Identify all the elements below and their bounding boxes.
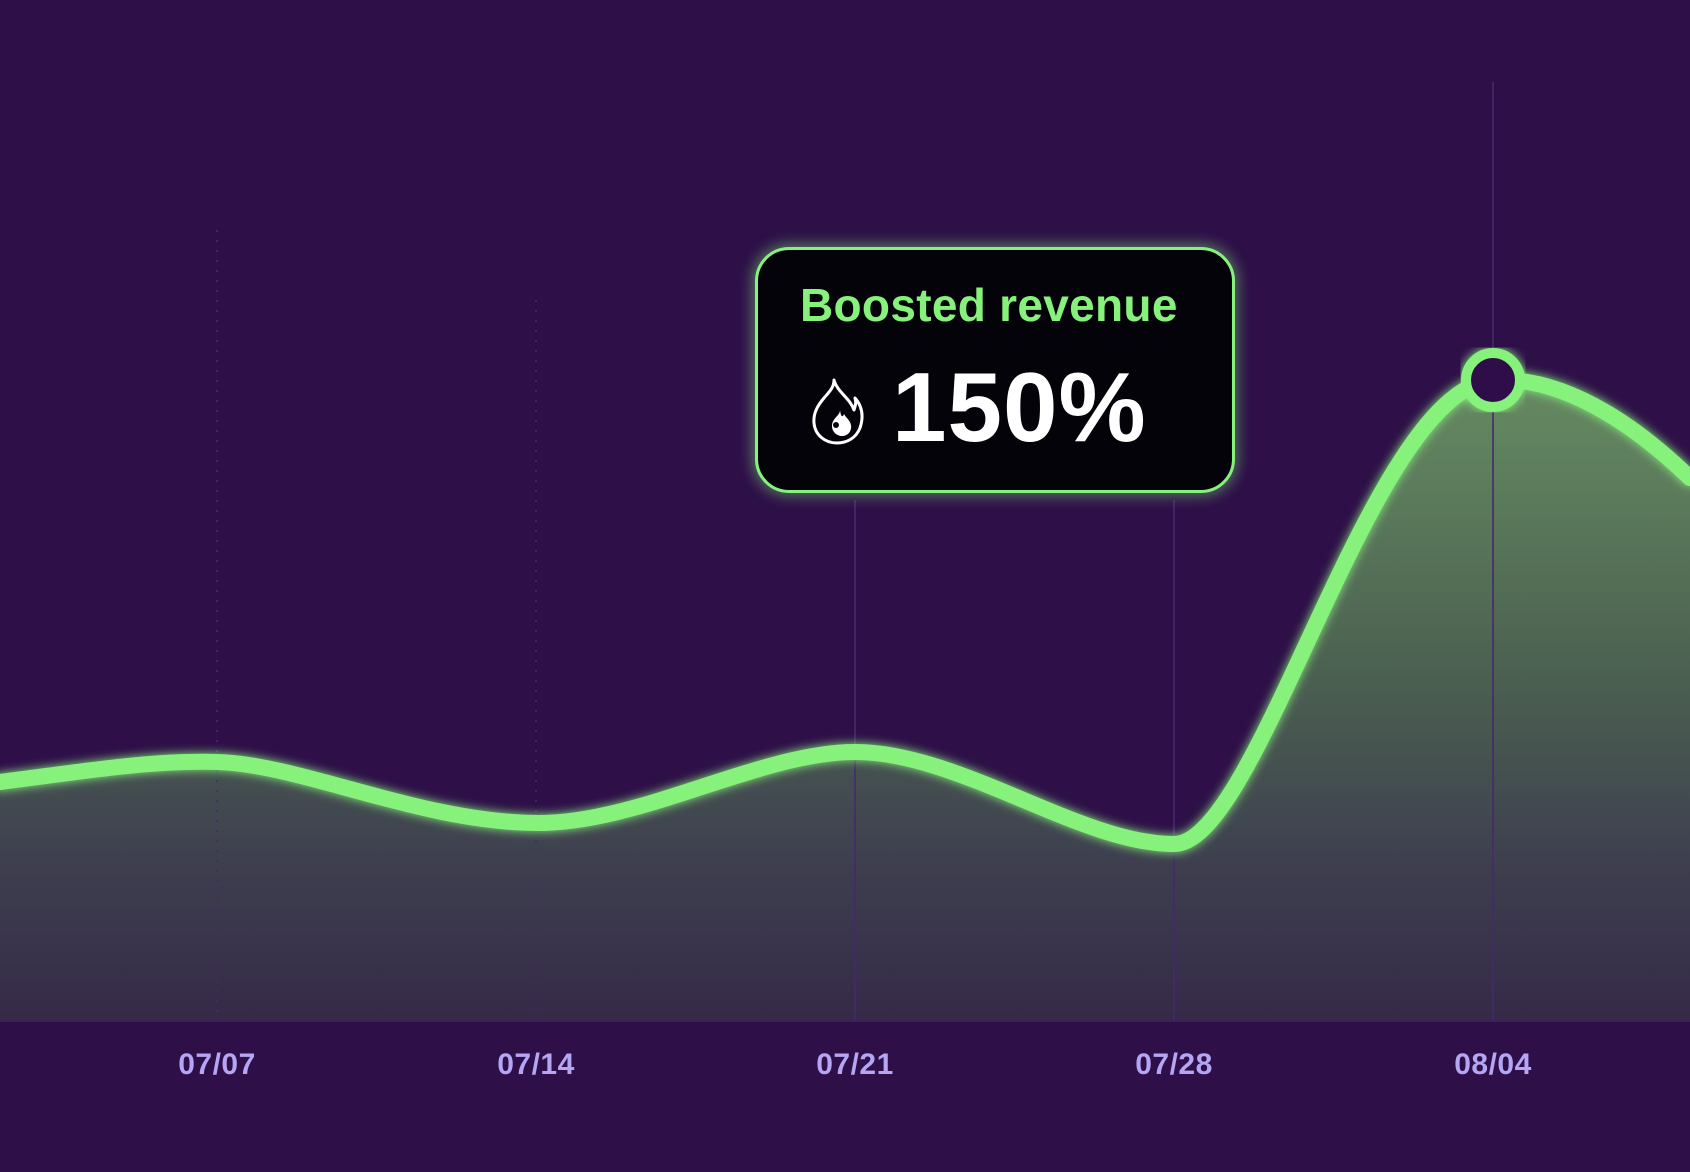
tooltip-value-row: 150% (810, 358, 1147, 456)
x-tick-label: 07/14 (497, 1048, 575, 1081)
x-tick-label: 07/21 (816, 1048, 894, 1081)
x-tick-label: 08/04 (1454, 1048, 1532, 1081)
tooltip-title: Boosted revenue (800, 279, 1178, 331)
tooltip-value: 150% (892, 352, 1147, 462)
x-tick-label: 07/28 (1135, 1048, 1213, 1081)
area-fill (0, 379, 1690, 1020)
flame-icon (812, 378, 864, 445)
x-tick-label: 07/07 (178, 1048, 256, 1081)
data-tooltip: Boosted revenue 150% (755, 247, 1235, 493)
peak-point-marker[interactable] (1461, 348, 1525, 412)
x-axis-labels: 07/07 07/14 07/21 07/28 08/04 (0, 1048, 1690, 1088)
